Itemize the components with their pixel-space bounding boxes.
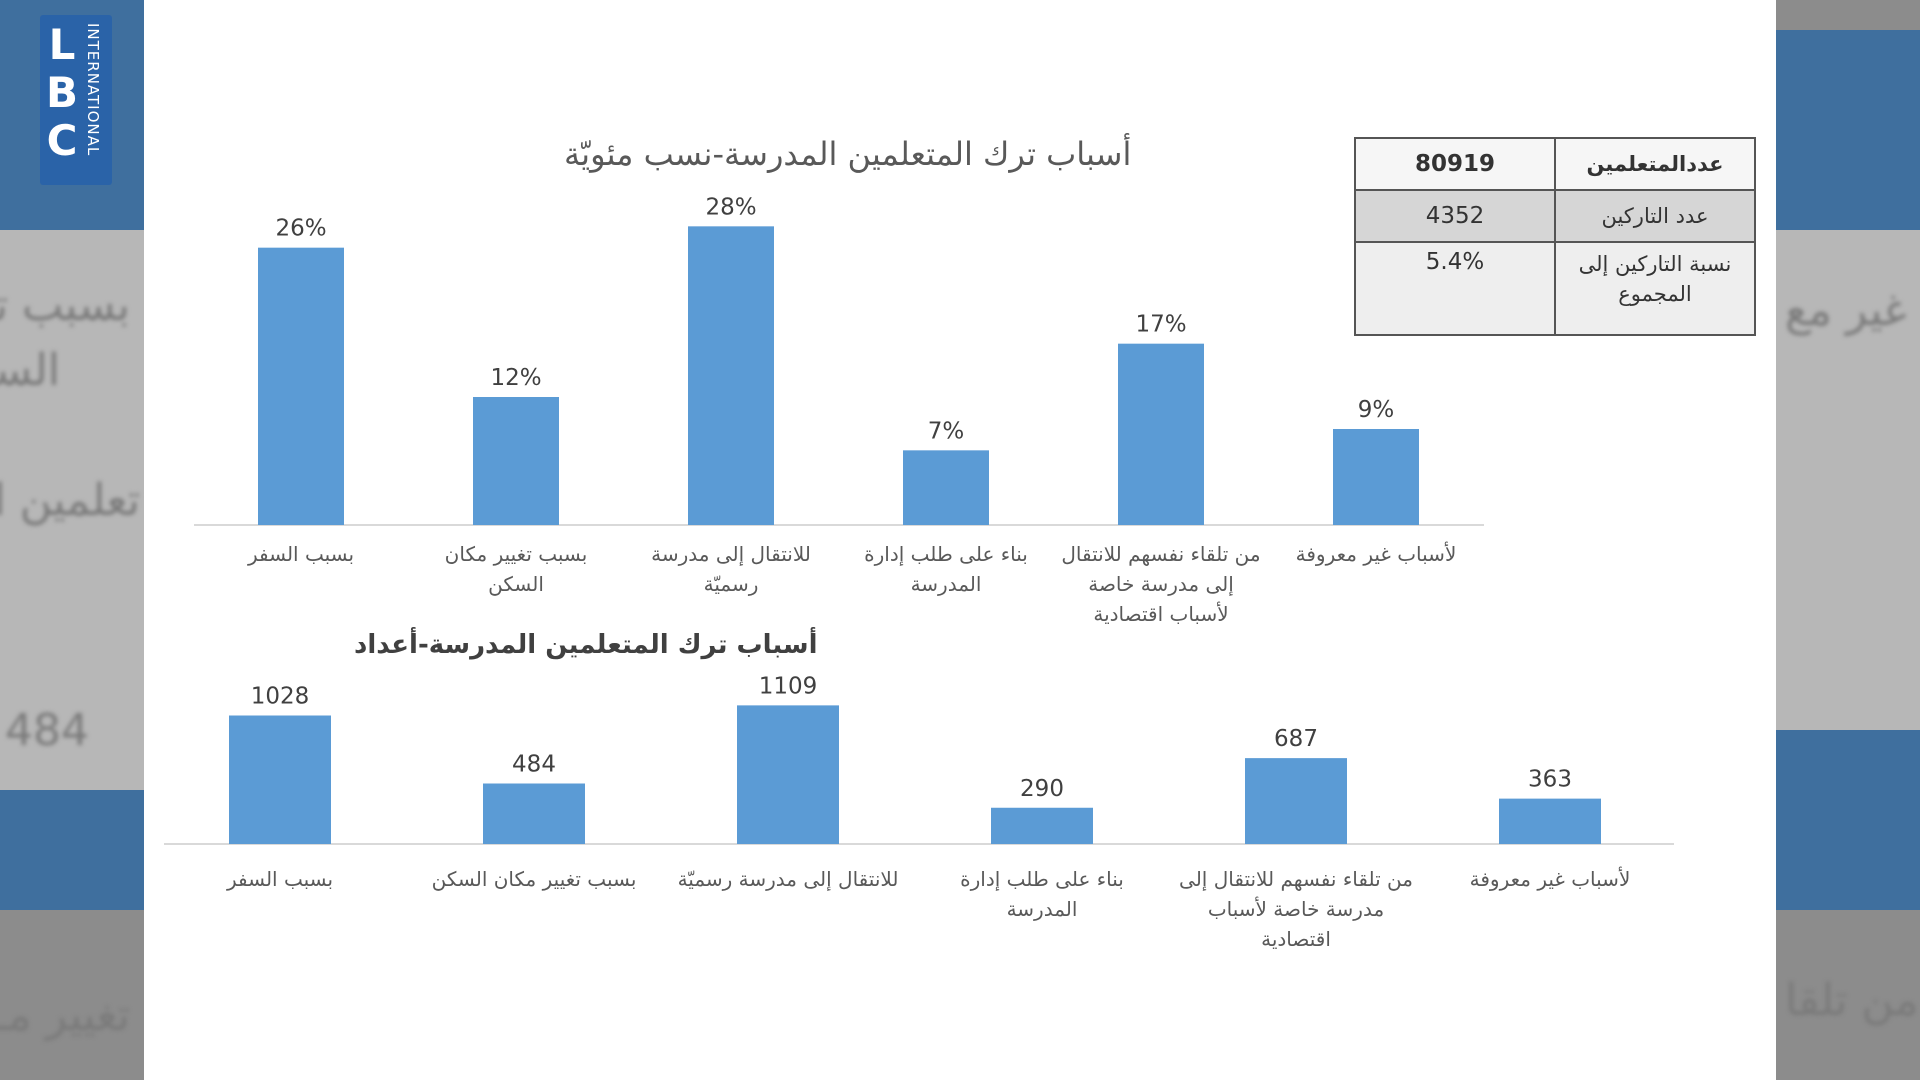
chart1-category-label: بناء على طلب إدارة المدرسة <box>864 542 1028 596</box>
chart2-bar <box>1499 798 1601 844</box>
chart1-value-label: 7% <box>928 418 965 444</box>
stats-total-value: 80919 <box>1354 137 1556 191</box>
chart1-value-label: 12% <box>490 365 541 391</box>
logo-letters: L B C <box>40 15 84 165</box>
bg-text-2: السكن <box>0 345 60 396</box>
stats-table: 80919 عددالمتعلمين 4352 عدد التاركين 5.4… <box>1354 137 1756 336</box>
stats-ratio-value: 5.4% <box>1354 241 1556 336</box>
chart2-value-label: 1109 <box>759 673 818 699</box>
slide: أسباب ترك المتعلمين المدرسة-نسب مئويّة أ… <box>144 0 1776 1080</box>
bg-blue-panel-right-top <box>1776 30 1920 230</box>
chart2-category-label: للانتقال إلى مدرسة رسميّة <box>677 867 899 891</box>
chart2-category-label: بسبب السفر <box>226 867 334 891</box>
chart2-category-label: لأسباب غير معروفة <box>1469 867 1631 891</box>
logo-letter-l: L <box>48 20 76 69</box>
chart1-category-label: للانتقال إلى مدرسة رسميّة <box>651 542 811 596</box>
stats-ratio-label: نسبة التاركين إلى المجموع <box>1554 241 1756 336</box>
chart2-bar <box>991 807 1093 844</box>
chart2-bar <box>737 705 839 844</box>
chart1-bar <box>1118 343 1204 525</box>
chart1-plot: 26% 12% 28% 7% 17% 9% 1028 484 1109 290 687 363 <box>164 194 1674 845</box>
chart1-bar <box>688 226 774 526</box>
logo-subtext: INTERNATIONAL <box>84 23 102 157</box>
chart1-value-label: 9% <box>1358 397 1395 423</box>
chart1-value-label: 26% <box>275 216 326 242</box>
chart2-value-label: 687 <box>1274 726 1318 752</box>
chart2-value-label: 363 <box>1528 767 1572 793</box>
stats-row-ratio: 5.4% نسبة التاركين إلى المجموع <box>1354 241 1756 336</box>
chart2-value-label: 484 <box>512 752 556 778</box>
bg-blue-panel-left-bottom <box>0 790 144 910</box>
bg-text-7: تغيير مـ <box>0 990 130 1041</box>
chart1-bar <box>903 450 989 525</box>
chart1-value-label: 28% <box>705 194 756 220</box>
chart1-category-label: لأسباب غير معروفة <box>1295 542 1457 566</box>
chart2-title: أسباب ترك المتعلمين المدرسة-أعداد <box>354 630 818 660</box>
logo-letter-b: B <box>45 68 78 117</box>
chart2-category-label: بناء على طلب إدارة المدرسة <box>960 867 1124 921</box>
chart1-category-label: من تلقاء نفسهم للانتقال إلى مدرسة خاصة ل… <box>1061 542 1261 626</box>
bg-gray-panel-left <box>0 230 144 790</box>
stats-row-dropouts: 4352 عدد التاركين <box>1354 189 1756 243</box>
stats-dropouts-value: 4352 <box>1354 189 1556 243</box>
chart2-bar <box>1245 758 1347 844</box>
chart2-bar <box>229 715 331 844</box>
stats-total-label: عددالمتعلمين <box>1554 137 1756 191</box>
logo-letter-c: C <box>46 116 78 165</box>
chart2-category-label: بسبب تغيير مكان السكن <box>431 867 637 891</box>
chart2-value-label: 290 <box>1020 776 1064 802</box>
chart1-category-label: بسبب السفر <box>247 542 355 566</box>
stats-dropouts-label: عدد التاركين <box>1554 189 1756 243</box>
chart2-bar <box>483 783 585 844</box>
chart1-category-label: بسبب تغيير مكان السكن <box>444 542 588 596</box>
chart1-bar <box>473 397 559 525</box>
stats-row-total: 80919 عددالمتعلمين <box>1354 137 1756 191</box>
chart1-title: أسباب ترك المتعلمين المدرسة-نسب مئويّة <box>564 135 1132 173</box>
chart2-value-label: 1028 <box>251 684 310 710</box>
bg-text-6: من تلقا <box>1785 975 1919 1026</box>
lbc-logo: L B C INTERNATIONAL <box>40 15 112 185</box>
chart1-bar <box>258 247 344 525</box>
bg-text-5: غير مع <box>1785 285 1907 336</box>
chart1-bar <box>1333 429 1419 525</box>
bg-text-3: تعلمين ال <box>0 475 140 526</box>
bg-text-4: 484 <box>5 705 89 756</box>
chart1-value-label: 17% <box>1135 312 1186 338</box>
bg-blue-panel-right-bottom <box>1776 730 1920 910</box>
bg-text-1: بسبب تغير <box>0 280 130 331</box>
chart2-category-label: من تلقاء نفسهم للانتقال إلى مدرسة خاصة ل… <box>1179 867 1413 951</box>
bg-gray-panel-right <box>1776 230 1920 730</box>
